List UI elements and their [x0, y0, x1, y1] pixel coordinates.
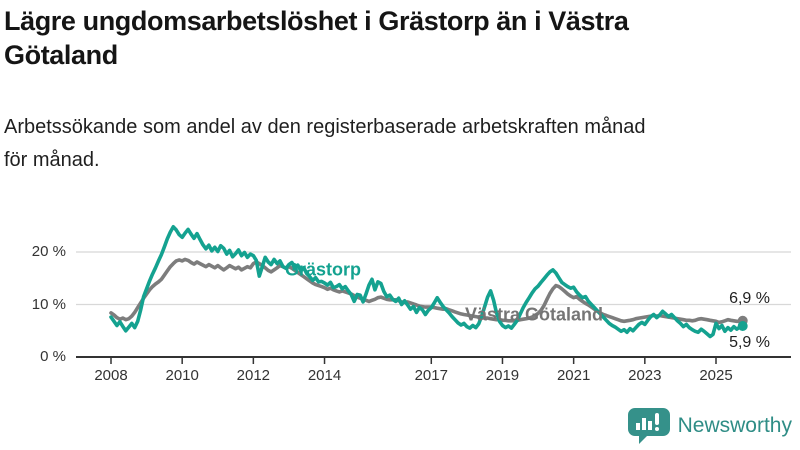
y-axis-tick-label: 20 %: [31, 243, 66, 260]
series-label-vastra-gotaland: Västra Götaland: [464, 304, 604, 325]
brand-name: Newsworthy: [677, 414, 792, 437]
chart-title-line2: Götaland: [4, 40, 118, 70]
series-label-grastorp: Grästorp: [284, 259, 362, 280]
chart-title-line1: Lägre ungdomsarbetslöshet i Grästorp än …: [4, 6, 629, 36]
chart-subtitle: Arbetssökande som andel av den registerb…: [4, 111, 794, 177]
x-axis-tick-label: 2023: [628, 367, 662, 384]
y-axis-tick-label: 0 %: [40, 348, 66, 365]
newsworthy-brand-link[interactable]: Newsworthy: [627, 407, 792, 445]
chart-title: Lägre ungdomsarbetslöshet i Grästorp än …: [4, 4, 784, 72]
x-axis-tick-label: 2019: [485, 367, 520, 384]
series-end-dot-gr-storp: [737, 321, 748, 331]
chart-subtitle-line1: Arbetssökande som andel av den registerb…: [4, 116, 646, 138]
x-axis-tick-label: 2010: [165, 367, 199, 384]
x-axis-tick-label: 2017: [414, 367, 448, 384]
x-axis-tick-label: 2021: [556, 367, 591, 384]
series-line-v-stra-g-taland: [109, 257, 745, 325]
x-axis-tick-label: 2025: [699, 367, 733, 384]
x-axis-tick-label: 2014: [307, 367, 342, 384]
x-axis-tick-label: 2012: [236, 367, 271, 384]
end-value-label-grastorp: 5,9 %: [729, 334, 770, 351]
x-axis-tick-label: 2008: [94, 367, 128, 384]
y-axis-tick-label: 10 %: [31, 295, 66, 313]
newsworthy-logo-icon: [627, 408, 670, 444]
chart-subtitle-line2: för månad.: [4, 149, 100, 171]
series-line-gr-storp: [109, 225, 745, 339]
end-value-label-vastra-gotaland: 6,9 %: [729, 290, 770, 307]
